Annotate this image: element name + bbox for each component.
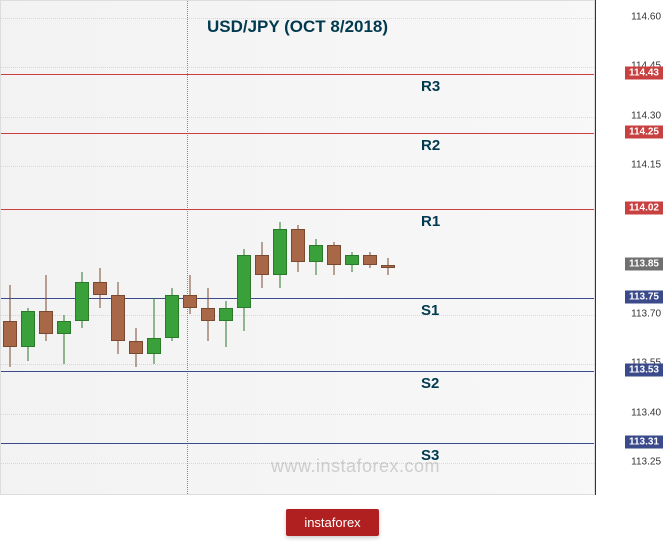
candle-body bbox=[273, 229, 287, 275]
axis-value-box-r1: 114.02 bbox=[625, 201, 663, 214]
y-axis-tick: 113.70 bbox=[631, 308, 661, 319]
level-label-r2: R2 bbox=[421, 137, 440, 154]
candle-wick bbox=[154, 298, 155, 364]
candle bbox=[363, 1, 377, 495]
candle-body bbox=[147, 338, 161, 355]
y-axis: 114.60114.45114.30114.15113.70113.55113.… bbox=[595, 0, 665, 495]
candle-body bbox=[129, 341, 143, 354]
candle bbox=[111, 1, 125, 495]
candle bbox=[93, 1, 107, 495]
candle-body bbox=[237, 255, 251, 308]
axis-value-box-s1: 113.75 bbox=[625, 291, 663, 304]
candle bbox=[21, 1, 35, 495]
candle bbox=[237, 1, 251, 495]
candle bbox=[255, 1, 269, 495]
candle-body bbox=[309, 245, 323, 262]
candle bbox=[183, 1, 197, 495]
candle-body bbox=[111, 295, 125, 341]
candle-body bbox=[75, 282, 89, 322]
candle bbox=[201, 1, 215, 495]
candle bbox=[345, 1, 359, 495]
level-label-s1: S1 bbox=[421, 302, 439, 319]
level-label-s2: S2 bbox=[421, 375, 439, 392]
candle-body bbox=[201, 308, 215, 321]
axis-value-box-r2: 114.25 bbox=[625, 126, 663, 139]
y-axis-tick: 114.30 bbox=[631, 110, 661, 121]
y-axis-tick: 113.25 bbox=[631, 457, 661, 468]
candle bbox=[57, 1, 71, 495]
y-axis-tick: 114.15 bbox=[631, 160, 661, 171]
candle-body bbox=[93, 282, 107, 295]
y-axis-tick: 114.60 bbox=[631, 11, 661, 22]
candle bbox=[291, 1, 305, 495]
candle-body bbox=[291, 229, 305, 262]
candle-body bbox=[381, 265, 395, 268]
candle-body bbox=[183, 295, 197, 308]
candle-body bbox=[327, 245, 341, 265]
axis-value-box-s3: 113.31 bbox=[625, 436, 663, 449]
candle bbox=[327, 1, 341, 495]
candle-body bbox=[165, 295, 179, 338]
candle-body bbox=[57, 321, 71, 334]
axis-value-box-s2: 113.53 bbox=[625, 363, 663, 376]
candle-body bbox=[39, 311, 53, 334]
candle bbox=[273, 1, 287, 495]
candle-body bbox=[3, 321, 17, 347]
candle bbox=[75, 1, 89, 495]
candle bbox=[129, 1, 143, 495]
candle bbox=[39, 1, 53, 495]
candle bbox=[309, 1, 323, 495]
instaforex-badge: instaforex bbox=[286, 509, 378, 536]
axis-value-box-r3: 114.43 bbox=[625, 66, 663, 79]
chart-plot-area: USD/JPY (OCT 8/2018) www.instaforex.com … bbox=[0, 0, 595, 495]
level-label-r1: R1 bbox=[421, 213, 440, 230]
y-axis-tick: 113.40 bbox=[631, 407, 661, 418]
candle-body bbox=[21, 311, 35, 347]
candle-body bbox=[345, 255, 359, 265]
candle bbox=[219, 1, 233, 495]
candle bbox=[165, 1, 179, 495]
candle-body bbox=[363, 255, 377, 265]
candle-body bbox=[219, 308, 233, 321]
current-price-box: 113.85 bbox=[625, 258, 663, 271]
candle bbox=[3, 1, 17, 495]
candle-body bbox=[255, 255, 269, 275]
chart-container: USD/JPY (OCT 8/2018) www.instaforex.com … bbox=[0, 0, 665, 549]
footer: instaforex bbox=[0, 500, 665, 545]
level-label-s3: S3 bbox=[421, 447, 439, 464]
level-label-r3: R3 bbox=[421, 78, 440, 95]
candle bbox=[147, 1, 161, 495]
candle bbox=[381, 1, 395, 495]
